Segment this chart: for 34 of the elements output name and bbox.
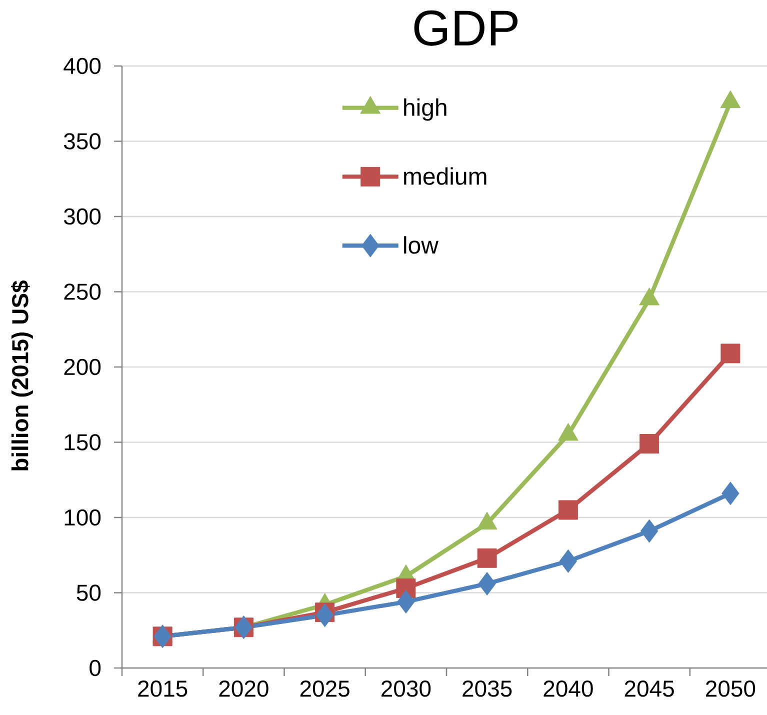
x-tick-label: 2035 [462,680,512,697]
point [559,549,578,573]
legend-label: low [404,236,439,254]
x-tick-label: 2025 [300,680,350,697]
point [720,344,740,364]
chart-title: GDP [414,10,518,46]
point [316,604,334,628]
y-tick-label: 400 [64,58,101,74]
x-tick-label: 2015 [138,680,188,697]
point [640,434,660,454]
point [477,548,497,568]
x-tick-label: 2045 [624,680,674,697]
y-tick-label: 300 [64,208,101,225]
x-tick-label: 2030 [382,680,431,697]
y-tick-label: 250 [64,284,101,300]
x-tick-label: 2020 [219,680,268,697]
point [720,90,741,108]
point [639,288,660,306]
legend-label: high [404,98,446,121]
point [397,590,415,614]
y-tick-label: 50 [76,584,101,601]
y-tick-label: 0 [90,660,101,676]
y-tick-label: 200 [64,358,101,376]
point [478,572,496,596]
x-tick-label: 2040 [544,680,593,697]
x-tick-label: 2050 [706,680,756,697]
point [558,500,578,520]
y-tick-label: 150 [64,434,101,450]
y-tick-label: 350 [64,133,101,150]
y-tick-label: 100 [64,509,101,526]
point [640,519,658,543]
y-axis-title: billion (2015) US$ [11,280,33,470]
legend-label: medium [404,167,486,185]
point [722,482,740,506]
